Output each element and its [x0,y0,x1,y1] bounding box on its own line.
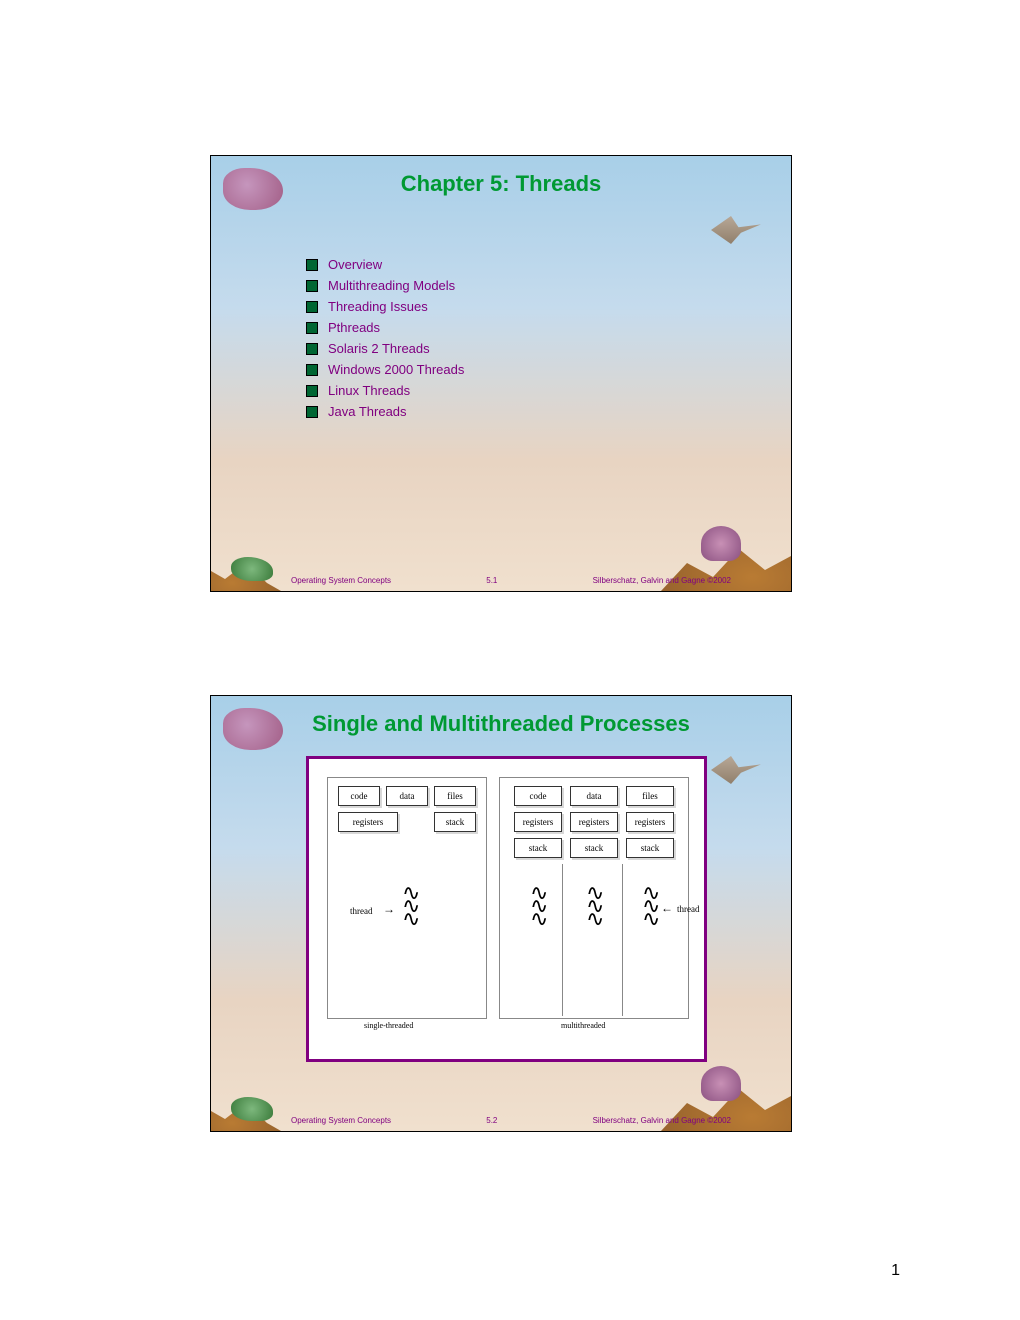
caption-single: single-threaded [364,1021,413,1030]
thread-squiggle-icon: ∿∿∿ [402,886,420,926]
footer-left: Operating System Concepts [291,576,391,585]
slide-title-text: Chapter 5: Threads [401,171,602,196]
footer-left: Operating System Concepts [291,1116,391,1125]
divider [622,864,623,1016]
bullet-item: Linux Threads [306,383,791,398]
slide-2: Single and Multithreaded Processes code … [210,695,792,1132]
box-stack: stack [626,838,674,858]
box-files: files [434,786,476,806]
box-registers: registers [514,812,562,832]
box-stack: stack [434,812,476,832]
thread-squiggle-icon: ∿∿∿ [642,886,660,926]
bullet-item: Solaris 2 Threads [306,341,791,356]
trex-icon [223,708,283,750]
divider [562,864,563,1016]
pterodactyl-icon [711,216,761,244]
box-registers: registers [338,812,398,832]
footer-center: 5.2 [486,1116,497,1125]
slide-1: Chapter 5: Threads Overview Multithreadi… [210,155,792,592]
box-code: code [338,786,380,806]
thread-label: thread [350,906,373,916]
slide-title-text: Single and Multithreaded Processes [312,711,690,736]
multi-threaded-process: code data files registers registers regi… [499,777,689,1019]
box-registers: registers [626,812,674,832]
diagram: code data files registers stack thread →… [309,759,704,1059]
single-threaded-process: code data files registers stack thread →… [327,777,487,1019]
pterodactyl-icon [711,756,761,784]
trex-icon [223,168,283,210]
footer-right: Silberschatz, Galvin and Gagne ©2002 [593,576,731,585]
brontosaurus-icon [701,1066,741,1101]
arrow-icon: ← [661,901,673,916]
box-data: data [386,786,428,806]
thread-squiggle-icon: ∿∿∿ [530,886,548,926]
brontosaurus-icon [701,526,741,561]
bullet-list: Overview Multithreading Models Threading… [306,257,791,419]
box-files: files [626,786,674,806]
arrow-icon: → [383,902,395,917]
bullet-item: Pthreads [306,320,791,335]
bullet-item: Threading Issues [306,299,791,314]
box-stack: stack [570,838,618,858]
caption-multi: multithreaded [561,1021,605,1030]
box-stack: stack [514,838,562,858]
bullet-item: Java Threads [306,404,791,419]
bullet-item: Multithreading Models [306,278,791,293]
diagram-frame: code data files registers stack thread →… [306,756,707,1062]
footer-center: 5.1 [486,576,497,585]
bullet-item: Windows 2000 Threads [306,362,791,377]
box-data: data [570,786,618,806]
footer-right: Silberschatz, Galvin and Gagne ©2002 [593,1116,731,1125]
slide-footer: Operating System Concepts 5.2 Silberscha… [211,1116,791,1125]
box-code: code [514,786,562,806]
thread-squiggle-icon: ∿∿∿ [586,886,604,926]
box-registers: registers [570,812,618,832]
page-number: 1 [891,1262,900,1280]
bullet-item: Overview [306,257,791,272]
slide-footer: Operating System Concepts 5.1 Silberscha… [211,576,791,585]
thread-label: thread [677,904,700,914]
